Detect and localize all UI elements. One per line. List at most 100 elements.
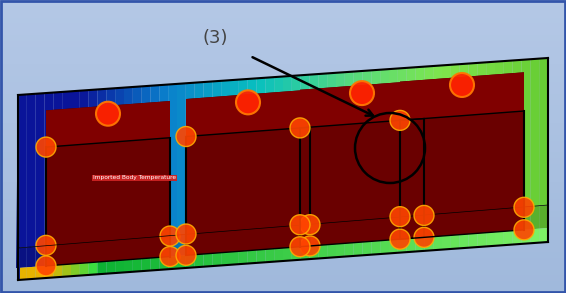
- Polygon shape: [0, 64, 566, 70]
- Polygon shape: [256, 228, 265, 250]
- Circle shape: [514, 197, 534, 217]
- Polygon shape: [415, 237, 424, 251]
- Polygon shape: [53, 244, 62, 265]
- Polygon shape: [45, 93, 53, 246]
- Polygon shape: [495, 209, 504, 232]
- Polygon shape: [230, 80, 239, 231]
- Polygon shape: [521, 229, 530, 244]
- Polygon shape: [97, 261, 106, 274]
- Polygon shape: [451, 64, 460, 213]
- Polygon shape: [36, 266, 45, 279]
- Polygon shape: [0, 146, 566, 152]
- Polygon shape: [433, 236, 442, 250]
- Circle shape: [176, 245, 196, 265]
- Polygon shape: [406, 238, 415, 252]
- Polygon shape: [362, 241, 371, 255]
- Polygon shape: [124, 87, 133, 239]
- Polygon shape: [177, 83, 186, 235]
- Polygon shape: [0, 252, 566, 258]
- Polygon shape: [124, 239, 133, 260]
- Polygon shape: [0, 59, 566, 64]
- Polygon shape: [486, 209, 495, 233]
- Polygon shape: [239, 251, 248, 264]
- Polygon shape: [0, 105, 566, 111]
- Polygon shape: [0, 158, 566, 164]
- Polygon shape: [424, 66, 433, 215]
- Polygon shape: [46, 138, 170, 266]
- Polygon shape: [318, 223, 327, 245]
- Polygon shape: [160, 84, 168, 236]
- Polygon shape: [301, 224, 310, 247]
- Polygon shape: [248, 78, 256, 229]
- Polygon shape: [539, 205, 548, 229]
- Circle shape: [300, 236, 320, 256]
- Polygon shape: [27, 247, 36, 267]
- Polygon shape: [46, 101, 170, 245]
- Polygon shape: [274, 76, 283, 227]
- Polygon shape: [345, 243, 354, 257]
- Polygon shape: [460, 64, 469, 212]
- Polygon shape: [274, 226, 283, 249]
- Polygon shape: [221, 80, 230, 231]
- Polygon shape: [292, 225, 301, 247]
- Polygon shape: [18, 267, 27, 280]
- Polygon shape: [539, 58, 548, 206]
- Polygon shape: [80, 263, 89, 276]
- Polygon shape: [0, 152, 566, 158]
- Polygon shape: [256, 78, 265, 229]
- Polygon shape: [345, 221, 354, 243]
- Polygon shape: [195, 233, 204, 255]
- Polygon shape: [45, 245, 53, 266]
- Polygon shape: [46, 101, 170, 147]
- Polygon shape: [212, 253, 221, 266]
- Polygon shape: [406, 67, 415, 217]
- Polygon shape: [80, 242, 89, 263]
- Polygon shape: [97, 89, 106, 241]
- Polygon shape: [283, 226, 292, 248]
- Circle shape: [96, 102, 120, 126]
- Polygon shape: [327, 73, 336, 223]
- Polygon shape: [133, 86, 142, 239]
- Polygon shape: [451, 212, 460, 235]
- Polygon shape: [18, 247, 27, 268]
- Polygon shape: [362, 70, 371, 220]
- Polygon shape: [0, 141, 566, 146]
- Polygon shape: [318, 74, 327, 224]
- Circle shape: [36, 256, 56, 276]
- Polygon shape: [504, 60, 513, 209]
- Polygon shape: [89, 262, 97, 275]
- Polygon shape: [0, 88, 566, 94]
- Polygon shape: [389, 239, 398, 253]
- Polygon shape: [62, 264, 71, 277]
- Polygon shape: [0, 82, 566, 88]
- Circle shape: [390, 207, 410, 227]
- Polygon shape: [53, 265, 62, 277]
- Polygon shape: [0, 182, 566, 188]
- Polygon shape: [0, 246, 566, 252]
- Circle shape: [36, 235, 56, 255]
- Polygon shape: [0, 129, 566, 135]
- Circle shape: [160, 246, 180, 267]
- Polygon shape: [265, 77, 274, 228]
- Polygon shape: [27, 94, 36, 247]
- Polygon shape: [513, 60, 521, 208]
- Polygon shape: [16, 95, 18, 268]
- Polygon shape: [513, 230, 521, 245]
- Polygon shape: [212, 231, 221, 253]
- Polygon shape: [283, 247, 292, 261]
- Polygon shape: [433, 214, 442, 237]
- Polygon shape: [0, 258, 566, 264]
- Circle shape: [176, 224, 196, 244]
- Polygon shape: [539, 228, 548, 243]
- Polygon shape: [530, 59, 539, 207]
- Polygon shape: [389, 69, 398, 218]
- Polygon shape: [124, 259, 133, 272]
- Polygon shape: [186, 90, 310, 137]
- Polygon shape: [36, 246, 45, 267]
- Polygon shape: [318, 245, 327, 258]
- Polygon shape: [195, 254, 204, 267]
- Polygon shape: [406, 216, 415, 239]
- Polygon shape: [477, 233, 486, 247]
- Circle shape: [290, 237, 310, 257]
- Polygon shape: [204, 253, 212, 267]
